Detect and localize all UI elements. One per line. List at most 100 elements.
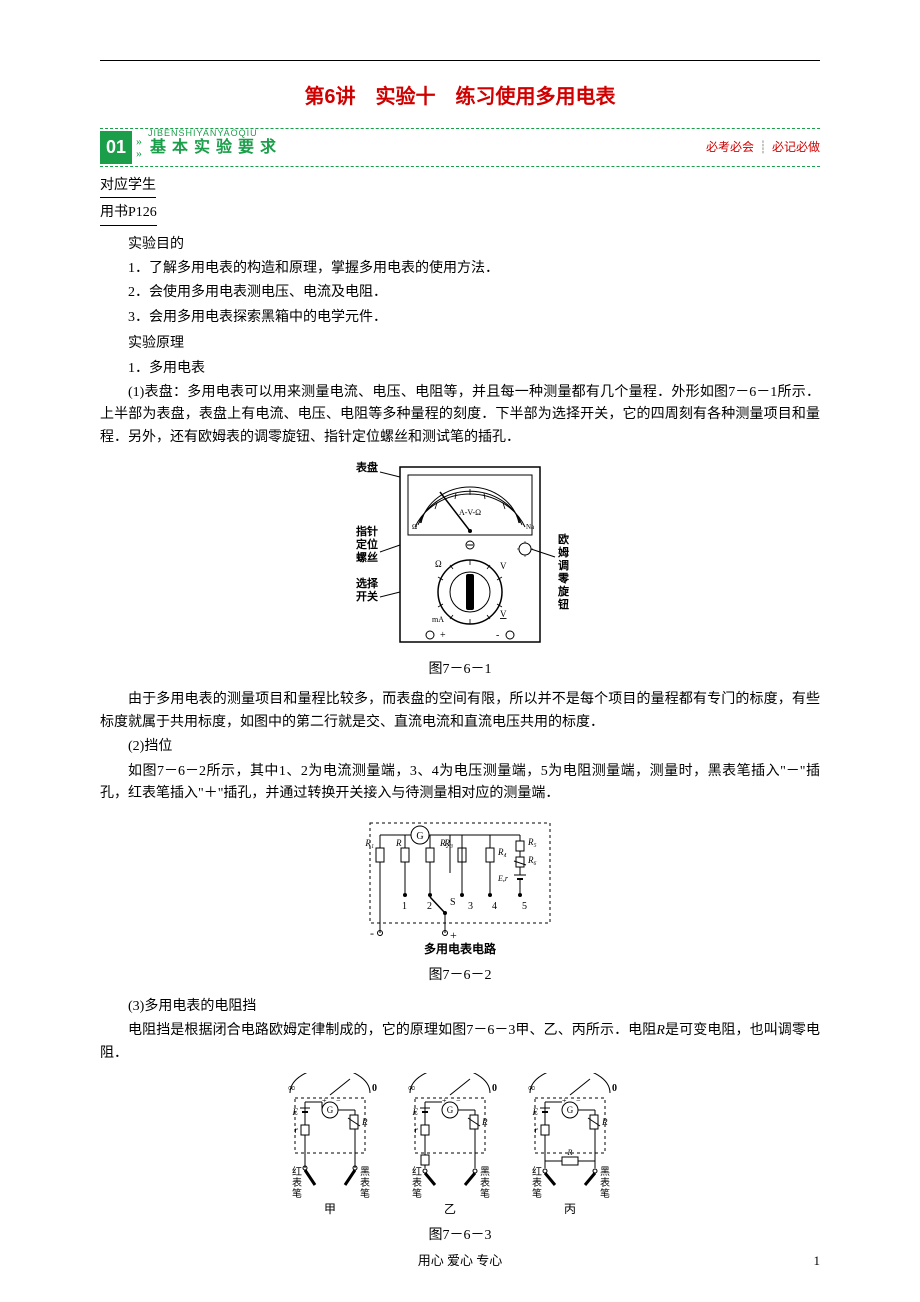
n1: 1 [402,901,407,912]
g-2: G [447,1105,454,1115]
purpose-1: 1．了解多用电表的构造和原理，掌握多用电表的使用方法． [100,258,820,280]
label-switch-l1: 选择 [356,576,379,590]
blk-3-c: 笔 [600,1187,610,1200]
plus-jack: + [440,630,446,641]
rg: R [395,838,402,848]
label-zero-6: 钮 [558,597,569,611]
heading-purpose: 实验目的 [100,234,820,256]
fig2-label: 多用电表电路 [424,941,497,956]
item3-a: 电阻挡是根据闭合电路欧姆定律制成的，它的原理如图7－6－3甲、乙、丙所示．电阻 [128,1023,656,1038]
top-rule [100,60,820,61]
red-1-a: 红 [292,1165,302,1178]
fig1-caption: 图7－6－1 [100,659,820,681]
rr-3: r [534,1125,538,1135]
blk-1-a: 黑 [360,1166,370,1178]
blk-1-b: 表 [360,1176,370,1189]
figure-3: ∞ 0 E G + − [100,1073,820,1247]
figure-1: A-V-Ω Na Ω Ω V V mA [100,457,820,681]
r-1: R [361,1117,368,1127]
red-3-b: 表 [532,1176,542,1189]
section-arrows: »» [136,135,142,159]
r1: R₁ [364,838,374,848]
g-label: G [416,831,423,842]
section-right-b: 必记必做 [772,140,820,154]
page-title: 第6讲 实验十 练习使用多用电表 [100,81,820,113]
item3-r: R [656,1023,665,1038]
ohm-sym: Ω [435,559,442,569]
plus-g3: + [562,1096,567,1105]
purpose-3: 3．会用多用电表探索黑箱中的电学元件． [100,307,820,329]
ohm-corner: Ω [412,523,417,531]
inf-1: ∞ [288,1083,295,1094]
n2: 2 [427,901,432,912]
blk-3-a: 黑 [600,1166,610,1178]
blk-3-b: 表 [600,1176,610,1189]
red-1-c: 笔 [292,1187,302,1200]
label-screw-l3: 螺丝 [356,550,378,564]
zero-3: 0 [612,1083,617,1094]
blk-2-b: 表 [480,1176,490,1189]
red-1-b: 表 [292,1176,302,1189]
na-label: Na [526,523,535,531]
rr-1: r [294,1125,298,1135]
n5: 5 [522,901,527,912]
item1-body: 多用电表可以用来测量电流、电压、电阻等，并且每一种测量都有几个量程．外形如图7－… [100,385,820,445]
para-after-fig1: 由于多用电表的测量项目和量程比较多，而表盘的空间有限，所以并不是每个项目的量程都… [100,689,820,734]
blk-1-c: 笔 [360,1187,370,1200]
yi: 乙 [444,1202,456,1216]
purpose-2: 2．会使用多用电表测电压、电流及电阻． [100,282,820,304]
principle-1-title: 1．多用电表 [100,358,820,380]
label-dial: 表盘 [355,460,378,474]
section-right-a: 必考必会 [706,140,754,154]
section-right: 必考必会 ┊ 必记必做 [706,138,820,157]
heading-principle: 实验原理 [100,333,820,355]
minus-out: - [370,926,374,940]
s-label: S [450,897,456,908]
jia: 甲 [324,1202,336,1216]
r-3: R [601,1117,608,1127]
red-3-a: 红 [532,1165,542,1178]
figure-2: G R₁ R R₂ R₃ R₄ R [100,813,820,987]
e-3: E [532,1107,539,1117]
section-number: 01 [100,131,132,164]
item1-label: (1)表盘： [128,385,187,400]
label-zero-2: 姆 [558,545,569,559]
blk-2-a: 黑 [480,1166,490,1178]
meta-line2: 用书P126 [100,202,157,225]
e-label: E,r [497,874,509,883]
label-switch-l2: 开关 [356,589,378,603]
e-1: E [292,1107,299,1117]
label-zero-5: 旋 [557,584,570,598]
label-screw-l2: 定位 [356,537,378,551]
red-2-a: 红 [412,1165,422,1178]
v-sym-2: V [500,609,507,619]
v-sym: V [500,561,507,571]
label-zero-4: 零 [557,572,570,585]
minus-jack: - [496,630,499,641]
circuit-diagram: G R₁ R R₂ R₃ R₄ R [350,813,570,963]
r5: R₅ [527,837,537,847]
label-zero-1: 欧 [558,532,569,546]
principle-1-item3-body: 电阻挡是根据闭合电路欧姆定律制成的，它的原理如图7－6－3甲、乙、丙所示．电阻R… [100,1020,820,1065]
fig2-caption: 图7－6－2 [100,965,820,987]
r6: R₆ [527,855,537,865]
label-zero-3: 调 [558,558,569,572]
plus-g1: + [322,1096,327,1105]
red-2-b: 表 [412,1176,422,1189]
principle-1-item1: (1)表盘：多用电表可以用来测量电流、电压、电阻等，并且每一种测量都有几个量程．… [100,382,820,449]
zero-2: 0 [492,1083,497,1094]
section-bar: JIBENSHIYANYAOQIU 01 »» 基本实验要求 必考必会 ┊ 必记… [100,128,820,167]
scale-text: A-V-Ω [459,508,481,517]
minus-g3: − [576,1096,581,1105]
minus-g1: − [336,1096,341,1105]
ma-sym: mA [432,615,444,624]
principle-1-item3-label: (3)多用电表的电阻挡 [100,996,820,1018]
inf-3: ∞ [528,1083,535,1094]
multimeter-diagram: A-V-Ω Na Ω Ω V V mA [320,457,600,657]
g-1: G [327,1105,334,1115]
label-screw-l1: 指针 [356,524,378,538]
principle-1-item2-body: 如图7－6－2所示，其中1、2为电流测量端，3、4为电压测量端，5为电阻测量端，… [100,761,820,806]
rg-3: R [567,1148,573,1157]
plus-out: + [450,928,457,942]
g-3: G [567,1105,574,1115]
